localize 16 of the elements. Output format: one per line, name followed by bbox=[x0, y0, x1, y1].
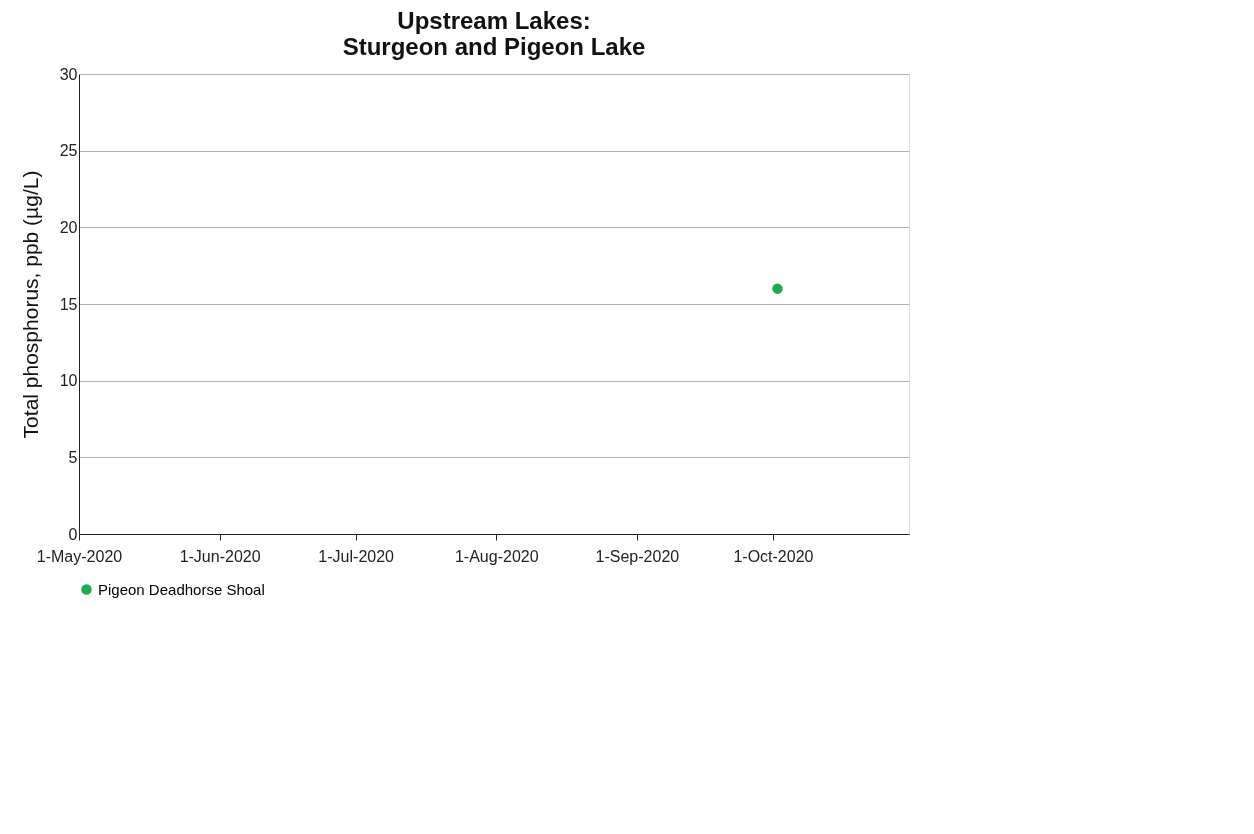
x-tick-label: 1-Jul-2020 bbox=[318, 547, 395, 565]
x-tick-label: 1-Sep-2020 bbox=[595, 547, 680, 565]
y-tick-label: 30 bbox=[59, 65, 78, 83]
y-tick-label: 25 bbox=[59, 142, 78, 160]
x-tick-label: 1-Aug-2020 bbox=[454, 547, 539, 565]
y-tick-label: 20 bbox=[59, 218, 78, 236]
y-tick-label: 15 bbox=[59, 295, 78, 313]
y-tick-label: 5 bbox=[68, 448, 78, 466]
legend-label: Pigeon Deadhorse Shoal bbox=[98, 580, 265, 598]
x-tick-label: 1-Oct-2020 bbox=[733, 547, 814, 565]
y-axis-title: Total phosphorus, ppb (µg/L) bbox=[18, 170, 42, 439]
x-tick-label: 1-Jun-2020 bbox=[179, 547, 261, 565]
chart-title: Upstream Lakes: Sturgeon and Pigeon Lake bbox=[342, 7, 646, 60]
x-tick-label: 1-May-2020 bbox=[36, 547, 123, 565]
y-tick-label: 10 bbox=[59, 372, 78, 390]
y-tick-label: 0 bbox=[68, 525, 78, 543]
